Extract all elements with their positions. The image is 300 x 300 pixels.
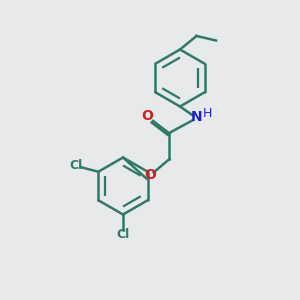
Text: O: O bbox=[144, 169, 156, 182]
Text: N: N bbox=[191, 110, 202, 124]
Text: Cl: Cl bbox=[116, 227, 130, 241]
Text: H: H bbox=[203, 107, 213, 120]
Text: O: O bbox=[142, 109, 154, 122]
Text: Cl: Cl bbox=[69, 159, 82, 172]
